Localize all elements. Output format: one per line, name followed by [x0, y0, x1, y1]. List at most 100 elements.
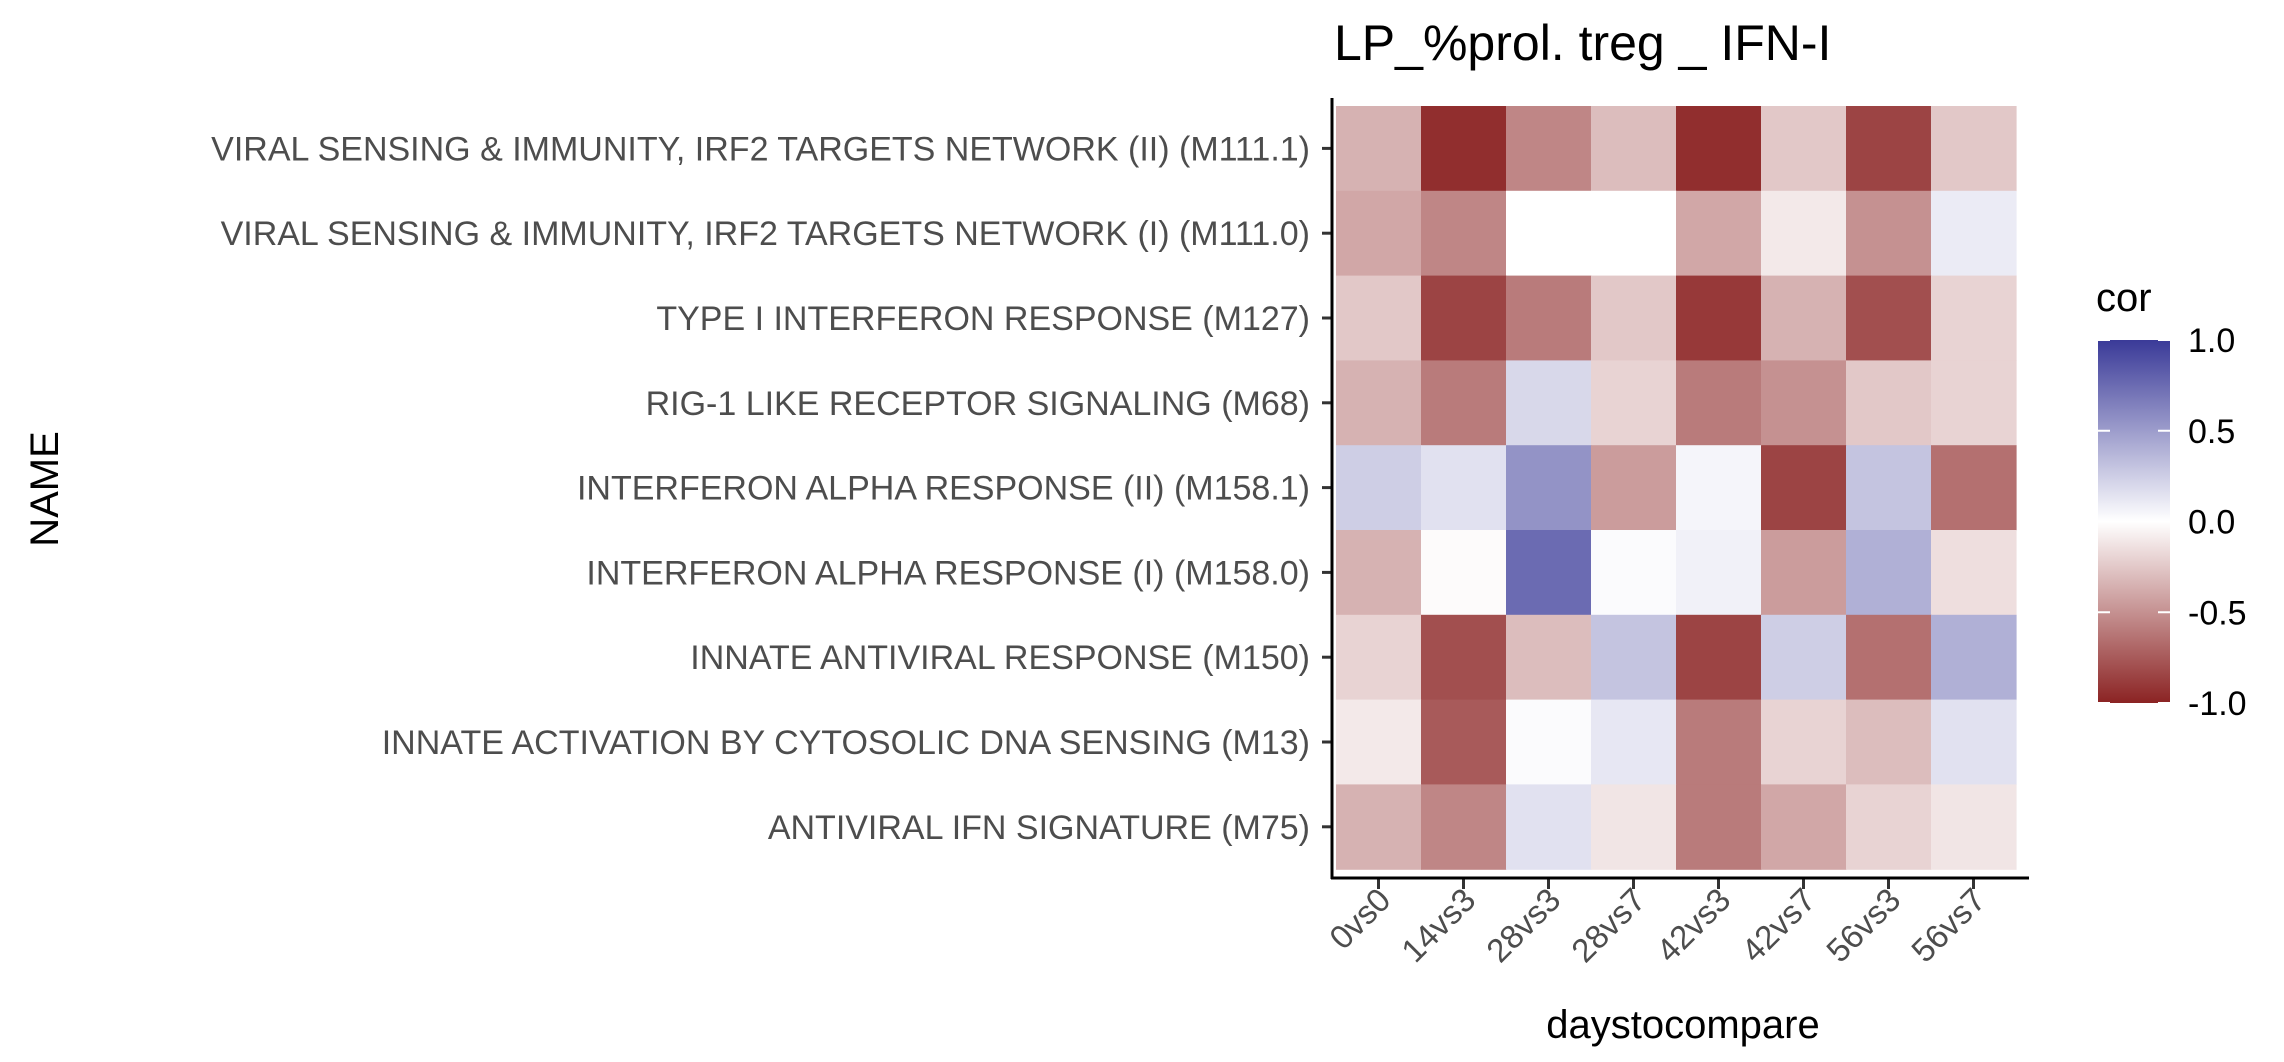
y-axis-title: NAME	[23, 431, 67, 547]
heatmap-cell	[1336, 530, 1422, 616]
heatmap-cell	[1336, 784, 1422, 870]
heatmap-cell	[1931, 190, 2017, 277]
x-tick-label: 0vs0	[1322, 881, 1397, 956]
heatmap-cell	[1761, 784, 1847, 870]
heatmap-cell	[1846, 699, 1932, 785]
y-tick-label: INTERFERON ALPHA RESPONSE (II) (M158.1)	[577, 470, 1310, 508]
heatmap-cell	[1336, 106, 1422, 192]
x-tick-label: 42vs7	[1734, 881, 1822, 969]
y-tick-label: INTERFERON ALPHA RESPONSE (I) (M158.0)	[586, 554, 1310, 592]
y-tick-label: INNATE ACTIVATION BY CYTOSOLIC DNA SENSI…	[382, 724, 1310, 762]
heatmap-cell	[1846, 614, 1932, 701]
x-tick-label: 28vs7	[1564, 881, 1652, 969]
heatmap-cell	[1336, 445, 1422, 531]
y-tick-label: VIRAL SENSING & IMMUNITY, IRF2 TARGETS N…	[211, 130, 1310, 168]
heatmap-cell	[1931, 106, 2017, 192]
heatmap-cell	[1506, 190, 1592, 277]
y-tick-label: VIRAL SENSING & IMMUNITY, IRF2 TARGETS N…	[221, 215, 1310, 253]
heatmap-cell	[1846, 445, 1932, 531]
heatmap-cell	[1931, 530, 2017, 616]
heatmap-cell	[1336, 699, 1422, 785]
heatmap-cell	[1676, 445, 1762, 531]
heatmap-cell	[1846, 106, 1932, 192]
heatmap-cell	[1591, 784, 1677, 870]
heatmap-cell	[1676, 275, 1762, 361]
heatmap-cell	[1591, 275, 1677, 361]
heatmap-cell	[1506, 445, 1592, 531]
x-tick-label: 56vs3	[1819, 881, 1907, 969]
heatmap-cell	[1676, 784, 1762, 870]
heatmap-cell	[1846, 530, 1932, 616]
legend: cor 1.0 0.5 0.0 -0.5 -1.0	[2096, 276, 2247, 723]
x-tick-label: 42vs3	[1649, 881, 1737, 969]
heatmap-cell	[1761, 190, 1847, 277]
heatmap-cell	[1931, 360, 2017, 446]
heatmap-cell	[1931, 784, 2017, 870]
heatmap-cell	[1846, 190, 1932, 277]
legend-tick-label: 0.0	[2188, 504, 2235, 542]
heatmap-cell	[1421, 530, 1507, 616]
heatmap-cell	[1421, 445, 1507, 531]
heatmap-cell	[1846, 275, 1932, 361]
heatmap-cell	[1506, 360, 1592, 446]
heatmap-cell	[1676, 699, 1762, 785]
heatmap-cell	[1931, 275, 2017, 361]
heatmap-cell	[1591, 360, 1677, 446]
heatmap-cell	[1336, 190, 1422, 277]
heatmap-cell	[1506, 530, 1592, 616]
heatmap-cell	[1336, 360, 1422, 446]
axis-ticks	[1322, 146, 1975, 889]
y-tick-label: TYPE I INTERFERON RESPONSE (M127)	[656, 300, 1310, 338]
heatmap-cell	[1336, 614, 1422, 701]
heatmap-cell	[1421, 190, 1507, 277]
heatmap-cell	[1421, 106, 1507, 192]
heatmap-cell	[1336, 275, 1422, 361]
heatmap-cell	[1761, 445, 1847, 531]
heatmap-cell	[1761, 275, 1847, 361]
legend-tick-label: -1.0	[2188, 685, 2247, 723]
heatmap-cell	[1931, 445, 2017, 531]
heatmap-cell	[1421, 360, 1507, 446]
heatmap-cell	[1761, 614, 1847, 701]
heatmap-cell	[1676, 614, 1762, 701]
heatmap-cell	[1846, 360, 1932, 446]
x-tick-label: 14vs3	[1394, 881, 1482, 969]
x-tick-label: 28vs3	[1479, 881, 1567, 969]
x-tick-label: 56vs7	[1904, 881, 1992, 969]
legend-title: cor	[2096, 276, 2152, 320]
heatmap-cell	[1421, 614, 1507, 701]
y-tick-label: ANTIVIRAL IFN SIGNATURE (M75)	[768, 809, 1310, 847]
heatmap-cells	[1336, 106, 2017, 870]
heatmap-cell	[1506, 106, 1592, 192]
heatmap-cell	[1676, 360, 1762, 446]
heatmap-cell	[1506, 275, 1592, 361]
heatmap-cell	[1591, 614, 1677, 701]
heatmap-cell	[1421, 784, 1507, 870]
y-tick-label: INNATE ANTIVIRAL RESPONSE (M150)	[690, 639, 1310, 677]
heatmap-cell	[1591, 106, 1677, 192]
legend-tick-label: -0.5	[2188, 594, 2247, 632]
legend-tick-label: 1.0	[2188, 322, 2235, 360]
heatmap-cell	[1591, 445, 1677, 531]
heatmap-cell	[1421, 275, 1507, 361]
heatmap-cell	[1931, 614, 2017, 701]
heatmap-cell	[1506, 784, 1592, 870]
heatmap-cell	[1761, 530, 1847, 616]
y-tick-label: RIG-1 LIKE RECEPTOR SIGNALING (M68)	[646, 385, 1310, 423]
heatmap-cell	[1506, 699, 1592, 785]
heatmap-cell	[1421, 699, 1507, 785]
heatmap-cell	[1676, 530, 1762, 616]
heatmap-cell	[1676, 190, 1762, 277]
heatmap-cell	[1931, 699, 2017, 785]
x-axis-title: daystocompare	[1546, 1003, 1819, 1047]
heatmap-cell	[1591, 190, 1677, 277]
heatmap-cell	[1506, 614, 1592, 701]
legend-ticks: 1.0 0.5 0.0 -0.5 -1.0	[2098, 322, 2247, 723]
chart-title: LP_%prol. treg _ IFN-I	[1334, 15, 1831, 71]
heatmap-cell	[1591, 530, 1677, 616]
heatmap-cell	[1676, 106, 1762, 192]
heatmap-cell	[1761, 699, 1847, 785]
legend-tick-label: 0.5	[2188, 413, 2235, 451]
